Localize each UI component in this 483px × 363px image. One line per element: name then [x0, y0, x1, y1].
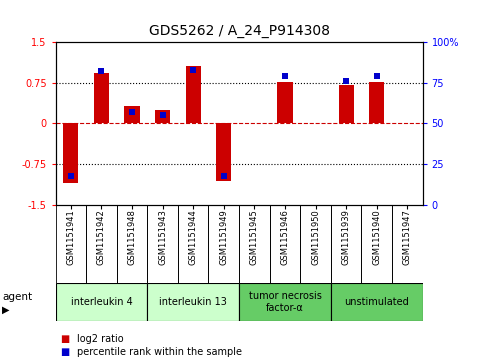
Text: GSM1151941: GSM1151941: [66, 209, 75, 265]
Bar: [63, 123, 78, 183]
Bar: [331, 283, 423, 321]
Text: interleukin 13: interleukin 13: [159, 297, 227, 307]
Bar: [56, 283, 147, 321]
Text: GSM1151939: GSM1151939: [341, 209, 351, 265]
Bar: [216, 123, 231, 181]
Text: log2 ratio: log2 ratio: [77, 334, 124, 344]
Text: GSM1151949: GSM1151949: [219, 209, 228, 265]
Bar: [209, 205, 239, 283]
Text: ■: ■: [60, 347, 70, 357]
Text: unstimulated: unstimulated: [344, 297, 409, 307]
Text: ▶: ▶: [2, 305, 10, 314]
Text: GSM1151943: GSM1151943: [158, 209, 167, 265]
Bar: [369, 82, 384, 123]
Bar: [339, 85, 354, 123]
Text: percentile rank within the sample: percentile rank within the sample: [77, 347, 242, 357]
Bar: [300, 205, 331, 283]
Text: GSM1151940: GSM1151940: [372, 209, 381, 265]
Bar: [239, 283, 331, 321]
Bar: [117, 205, 147, 283]
Bar: [178, 205, 209, 283]
Bar: [147, 205, 178, 283]
Bar: [277, 82, 293, 123]
Bar: [361, 205, 392, 283]
Text: agent: agent: [2, 292, 32, 302]
Text: GSM1151946: GSM1151946: [281, 209, 289, 265]
Text: GSM1151942: GSM1151942: [97, 209, 106, 265]
Text: ■: ■: [60, 334, 70, 344]
Bar: [392, 205, 423, 283]
Text: GSM1151945: GSM1151945: [250, 209, 259, 265]
Text: GSM1151947: GSM1151947: [403, 209, 412, 265]
Bar: [155, 110, 170, 123]
Bar: [86, 205, 117, 283]
Text: tumor necrosis
factor-α: tumor necrosis factor-α: [249, 291, 321, 313]
Bar: [331, 205, 361, 283]
Bar: [270, 205, 300, 283]
Text: GSM1151944: GSM1151944: [189, 209, 198, 265]
Bar: [185, 66, 201, 123]
Bar: [94, 73, 109, 123]
Bar: [147, 283, 239, 321]
Bar: [125, 106, 140, 123]
Text: interleukin 4: interleukin 4: [71, 297, 132, 307]
Bar: [239, 205, 270, 283]
Text: GSM1151950: GSM1151950: [311, 209, 320, 265]
Bar: [56, 205, 86, 283]
Text: GSM1151948: GSM1151948: [128, 209, 137, 265]
Text: GDS5262 / A_24_P914308: GDS5262 / A_24_P914308: [149, 24, 329, 38]
